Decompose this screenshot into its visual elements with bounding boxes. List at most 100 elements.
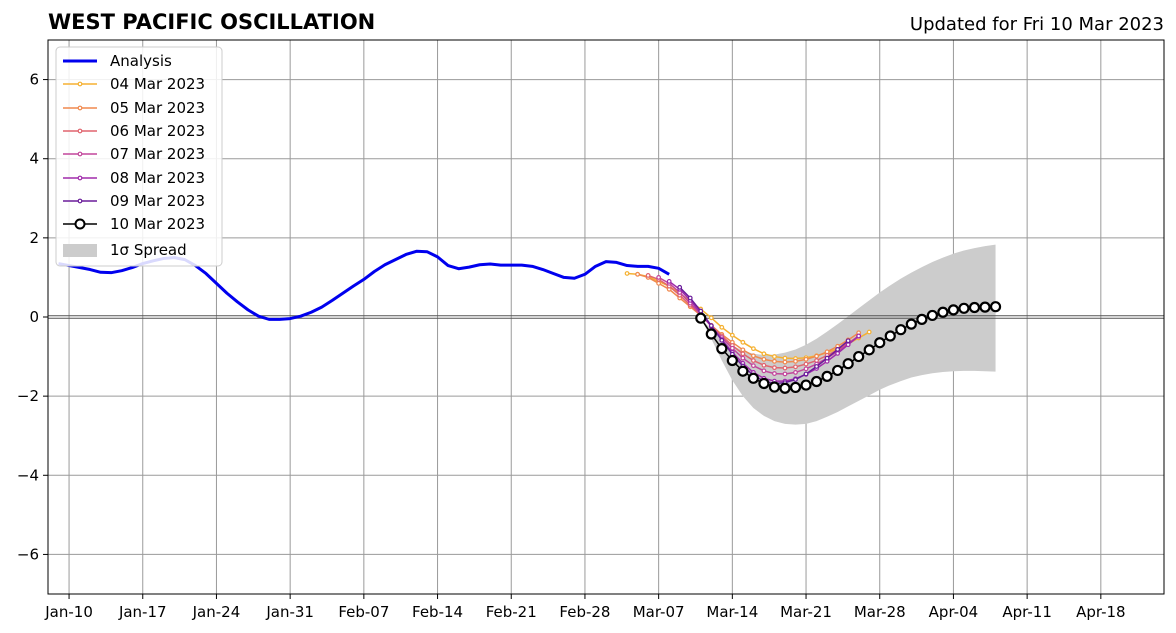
legend-swatch-marker bbox=[74, 218, 86, 230]
x-tick-label: Feb-21 bbox=[486, 603, 537, 621]
x-tick-label: Mar-21 bbox=[780, 603, 832, 621]
spread-band bbox=[700, 244, 996, 425]
current-forecast-point bbox=[958, 302, 970, 314]
forecast-point bbox=[761, 356, 767, 362]
forecast-point bbox=[772, 371, 777, 376]
forecast-point bbox=[666, 278, 672, 284]
y-tick-label: −6 bbox=[17, 545, 39, 563]
legend-swatch-marker bbox=[77, 128, 83, 134]
x-tick-label: Jan-31 bbox=[265, 603, 314, 621]
current-forecast-point bbox=[863, 344, 875, 356]
legend-box bbox=[55, 46, 223, 267]
current-forecast-point bbox=[979, 301, 991, 313]
forecast-point bbox=[824, 355, 830, 361]
current-forecast-point bbox=[705, 328, 717, 340]
legend-label: Analysis bbox=[110, 52, 172, 70]
current-forecast-point bbox=[695, 312, 707, 324]
forecast-point bbox=[761, 362, 767, 368]
current-forecast-point bbox=[989, 301, 1002, 313]
forecast-point bbox=[750, 346, 756, 352]
forecast-point bbox=[803, 366, 809, 372]
legend-swatch-marker bbox=[77, 175, 83, 181]
forecast-point bbox=[677, 284, 683, 290]
current-forecast-point bbox=[747, 372, 759, 384]
zero-line-group bbox=[48, 315, 1164, 319]
current-forecast-point bbox=[810, 375, 823, 388]
y-tick-label: −4 bbox=[17, 466, 39, 484]
forecast-point bbox=[708, 315, 714, 321]
legend-label: 08 Mar 2023 bbox=[110, 169, 205, 187]
legend-label: 1σ Spread bbox=[110, 241, 187, 259]
current-forecast-point bbox=[726, 354, 738, 367]
legend-label: 10 Mar 2023 bbox=[110, 215, 205, 233]
forecast-point bbox=[729, 332, 735, 338]
current-forecast-point bbox=[789, 381, 802, 394]
x-tick-label: Feb-28 bbox=[559, 603, 610, 621]
forecast-point bbox=[750, 363, 756, 369]
forecast-point bbox=[814, 364, 819, 369]
legend-label: 04 Mar 2023 bbox=[110, 75, 205, 93]
forecast-point bbox=[719, 337, 725, 343]
current-forecast-series bbox=[695, 301, 1002, 394]
forecast-point bbox=[761, 351, 767, 357]
legend-label: 05 Mar 2023 bbox=[110, 99, 205, 117]
forecast-point bbox=[750, 353, 756, 359]
current-forecast-point bbox=[895, 324, 907, 336]
legend-swatch-marker bbox=[77, 151, 83, 157]
current-forecast-point bbox=[926, 309, 938, 322]
forecast-point bbox=[856, 333, 862, 339]
current-forecast-point bbox=[832, 364, 844, 377]
current-forecast-point bbox=[905, 318, 917, 330]
forecast-point bbox=[698, 308, 704, 314]
forecast-point bbox=[656, 280, 662, 286]
forecast-point bbox=[782, 359, 788, 365]
forecast-point bbox=[793, 377, 798, 382]
x-tick-label: Apr-04 bbox=[929, 603, 979, 621]
forecast-point bbox=[772, 358, 777, 364]
legend-entry: 1σ Spread bbox=[63, 241, 187, 259]
chart-subtitle: Updated for Fri 10 Mar 2023 bbox=[910, 14, 1164, 35]
current-forecast-point bbox=[842, 358, 854, 370]
legend-swatch-patch bbox=[63, 244, 97, 257]
current-forecast-point bbox=[737, 365, 749, 377]
forecast-point bbox=[687, 295, 693, 301]
current-forecast-point bbox=[916, 313, 928, 325]
forecast-point bbox=[624, 271, 630, 276]
legend-swatch-marker bbox=[77, 198, 83, 204]
x-tick-label: Apr-18 bbox=[1076, 603, 1126, 621]
x-tick-label: Jan-17 bbox=[118, 603, 167, 621]
x-tick-label: Apr-11 bbox=[1002, 603, 1052, 621]
x-tick-label: Mar-28 bbox=[854, 603, 906, 621]
spread-band-group bbox=[700, 244, 996, 425]
forecast-point bbox=[866, 329, 872, 335]
forecast-point bbox=[803, 361, 809, 367]
current-forecast-point bbox=[853, 350, 865, 363]
legend-label: 09 Mar 2023 bbox=[110, 192, 205, 210]
chart-title: WEST PACIFIC OSCILLATION bbox=[48, 10, 375, 34]
legend-entry: 07 Mar 2023 bbox=[63, 145, 205, 163]
forecast-point bbox=[793, 370, 798, 375]
current-forecast-point bbox=[716, 343, 728, 355]
x-tick-label: Feb-07 bbox=[338, 603, 389, 621]
current-forecast-point bbox=[768, 381, 781, 393]
forecast-point bbox=[635, 271, 640, 277]
forecast-point bbox=[835, 351, 841, 356]
current-forecast-point bbox=[779, 382, 791, 394]
current-forecast-point bbox=[884, 330, 896, 342]
legend-entry: 10 Mar 2023 bbox=[63, 215, 205, 233]
forecast-point bbox=[656, 275, 662, 280]
y-tick-label: 4 bbox=[29, 150, 39, 168]
legend-entry: 06 Mar 2023 bbox=[63, 122, 205, 140]
legend-entry: Analysis bbox=[63, 52, 172, 70]
forecast-point bbox=[772, 365, 777, 371]
current-forecast-point bbox=[968, 301, 981, 314]
legend-entry: 08 Mar 2023 bbox=[63, 169, 205, 187]
forecast-point bbox=[750, 358, 756, 363]
current-forecast-point bbox=[937, 306, 949, 318]
forecast-point bbox=[793, 358, 798, 364]
axis-ticks: Jan-10 Jan-17 Jan-24 Jan-31 Feb-07 Feb-14 Feb-… bbox=[17, 71, 1126, 621]
legend-entry: 05 Mar 2023 bbox=[63, 99, 205, 117]
forecast-point bbox=[740, 339, 746, 345]
y-tick-label: 6 bbox=[29, 71, 39, 89]
